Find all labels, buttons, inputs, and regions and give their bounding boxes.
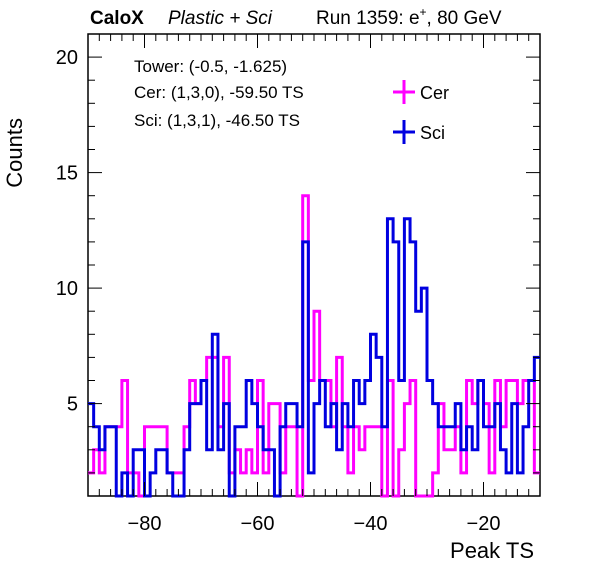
x-tick-label: −40 xyxy=(354,513,388,535)
y-tick-label: 20 xyxy=(56,47,78,69)
legend-sci-label: Sci xyxy=(420,123,445,143)
x-tick-label: −20 xyxy=(467,513,501,535)
y-tick-label: 15 xyxy=(56,163,78,185)
tower-label: Tower: (-0.5, -1.625) xyxy=(134,57,287,76)
legend: Cer Sci xyxy=(393,80,449,144)
x-tick-label: −60 xyxy=(241,513,275,535)
y-tick-label: 10 xyxy=(56,278,78,300)
series-cer-line xyxy=(88,194,540,498)
sci-info-label: Sci: (1,3,1), -46.50 TS xyxy=(134,111,300,130)
run-info-label: Run 1359: e+, 80 GeV xyxy=(316,5,502,29)
cer-info-label: Cer: (1,3,0), -59.50 TS xyxy=(134,83,304,102)
detector-label: Plastic + Sci xyxy=(168,8,273,29)
legend-cer-label: Cer xyxy=(420,83,449,103)
legend-entry-sci: Sci xyxy=(393,120,445,144)
legend-entry-cer: Cer xyxy=(393,80,449,104)
y-tick-label: 5 xyxy=(67,394,78,416)
series-sci-line xyxy=(88,217,540,498)
y-axis-title: Counts xyxy=(2,118,27,188)
tick-layer: −80 −60 −40 −20 5 10 15 20 xyxy=(56,33,541,535)
experiment-label: CaloX xyxy=(90,8,144,29)
x-tick-label: −80 xyxy=(128,513,162,535)
histogram-layer xyxy=(88,194,540,498)
x-axis-title: Peak TS xyxy=(450,538,534,563)
